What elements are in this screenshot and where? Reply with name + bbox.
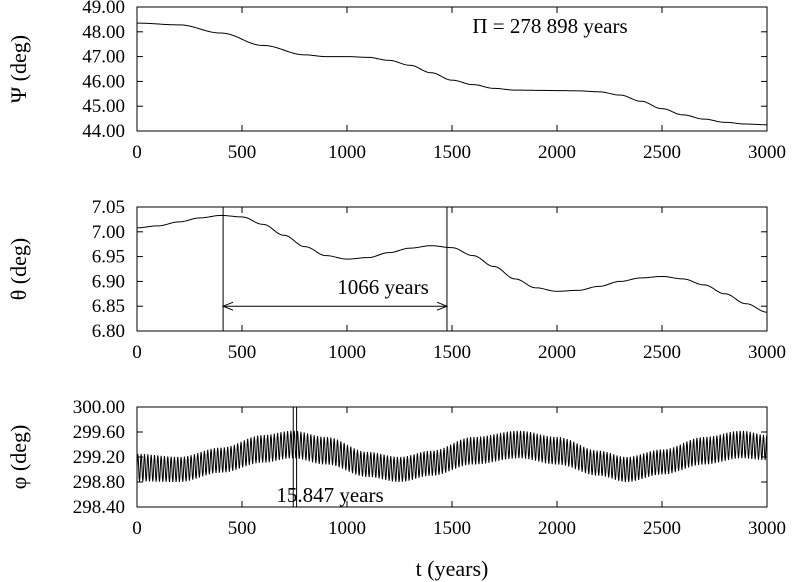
y-tick-label: 299.60: [73, 422, 125, 443]
y-tick-label: 47.00: [82, 47, 125, 68]
x-tick-label: 1000: [328, 342, 366, 363]
plot-frame: [136, 6, 768, 132]
y-tick-label: 6.90: [92, 271, 125, 292]
x-tick-label: 1000: [328, 142, 366, 163]
theta-panel: 0 500 1000 1500 2000 2500 3000 6.80 6.85 6.90 6.95…: [6, 197, 786, 363]
x-tick-label: 1500: [433, 342, 471, 363]
x-tick-label: 2000: [538, 142, 576, 163]
x-tick-label: 3000: [748, 142, 786, 163]
psi-panel: 0 500 1000 1500 2000 2500 3000 44.00 45.00 46.00 4…: [6, 0, 786, 163]
x-tick-label: 1500: [433, 518, 471, 539]
annotation-text: Π = 278 898 years: [472, 14, 627, 38]
y-tick-label: 300.00: [73, 397, 125, 418]
x-tick-label: 2000: [538, 342, 576, 363]
y-tick-label: 298.80: [73, 472, 125, 493]
x-tick-label: 2500: [643, 342, 681, 363]
y-tick-label: 44.00: [82, 121, 125, 142]
x-tick-label: 3000: [748, 518, 786, 539]
y-tick-label: 48.00: [82, 22, 125, 43]
y-tick-label: 6.95: [92, 247, 125, 268]
x-tick-label: 1500: [433, 142, 471, 163]
phi-panel: 0 500 1000 1500 2000 2500 3000 298.40 298.80 299.…: [6, 397, 786, 539]
annotation-text: 1066 years: [337, 275, 429, 299]
x-tick-label: 0: [132, 518, 142, 539]
y-tick-label: 7.05: [92, 197, 125, 218]
y-axis-label: φ (deg): [6, 425, 31, 490]
series-line: [136, 214, 768, 313]
x-tick-label: 500: [228, 518, 257, 539]
y-tick-label: 6.80: [92, 321, 125, 342]
x-tick-label: 500: [228, 142, 257, 163]
arrow-head-right: [436, 301, 449, 311]
x-tick-label: 0: [132, 342, 142, 363]
x-tick-label: 500: [228, 342, 257, 363]
series-line: [136, 430, 768, 483]
x-tick-label: 1000: [328, 518, 366, 539]
y-axis-label: Ψ (deg): [6, 35, 31, 103]
y-tick-label: 45.00: [82, 96, 125, 117]
y-tick-label: 7.00: [92, 222, 125, 243]
y-tick-label: 298.40: [73, 497, 125, 518]
arrow-head-left: [221, 301, 234, 311]
series-line: [137, 22, 767, 126]
y-tick-label: 49.00: [82, 0, 125, 18]
annotation-text: 15.847 years: [276, 483, 383, 507]
y-tick-label: 6.85: [92, 296, 125, 317]
x-tick-label: 2500: [643, 142, 681, 163]
y-tick-label: 46.00: [82, 71, 125, 92]
plot-frame: [136, 206, 768, 332]
y-tick-label: 299.20: [73, 447, 125, 468]
y-axis-label: θ (deg): [6, 238, 31, 300]
x-tick-label: 2000: [538, 518, 576, 539]
x-tick-label: 3000: [748, 342, 786, 363]
x-axis-label: t (years): [416, 556, 489, 581]
x-tick-label: 2500: [643, 518, 681, 539]
x-tick-label: 0: [132, 142, 142, 163]
